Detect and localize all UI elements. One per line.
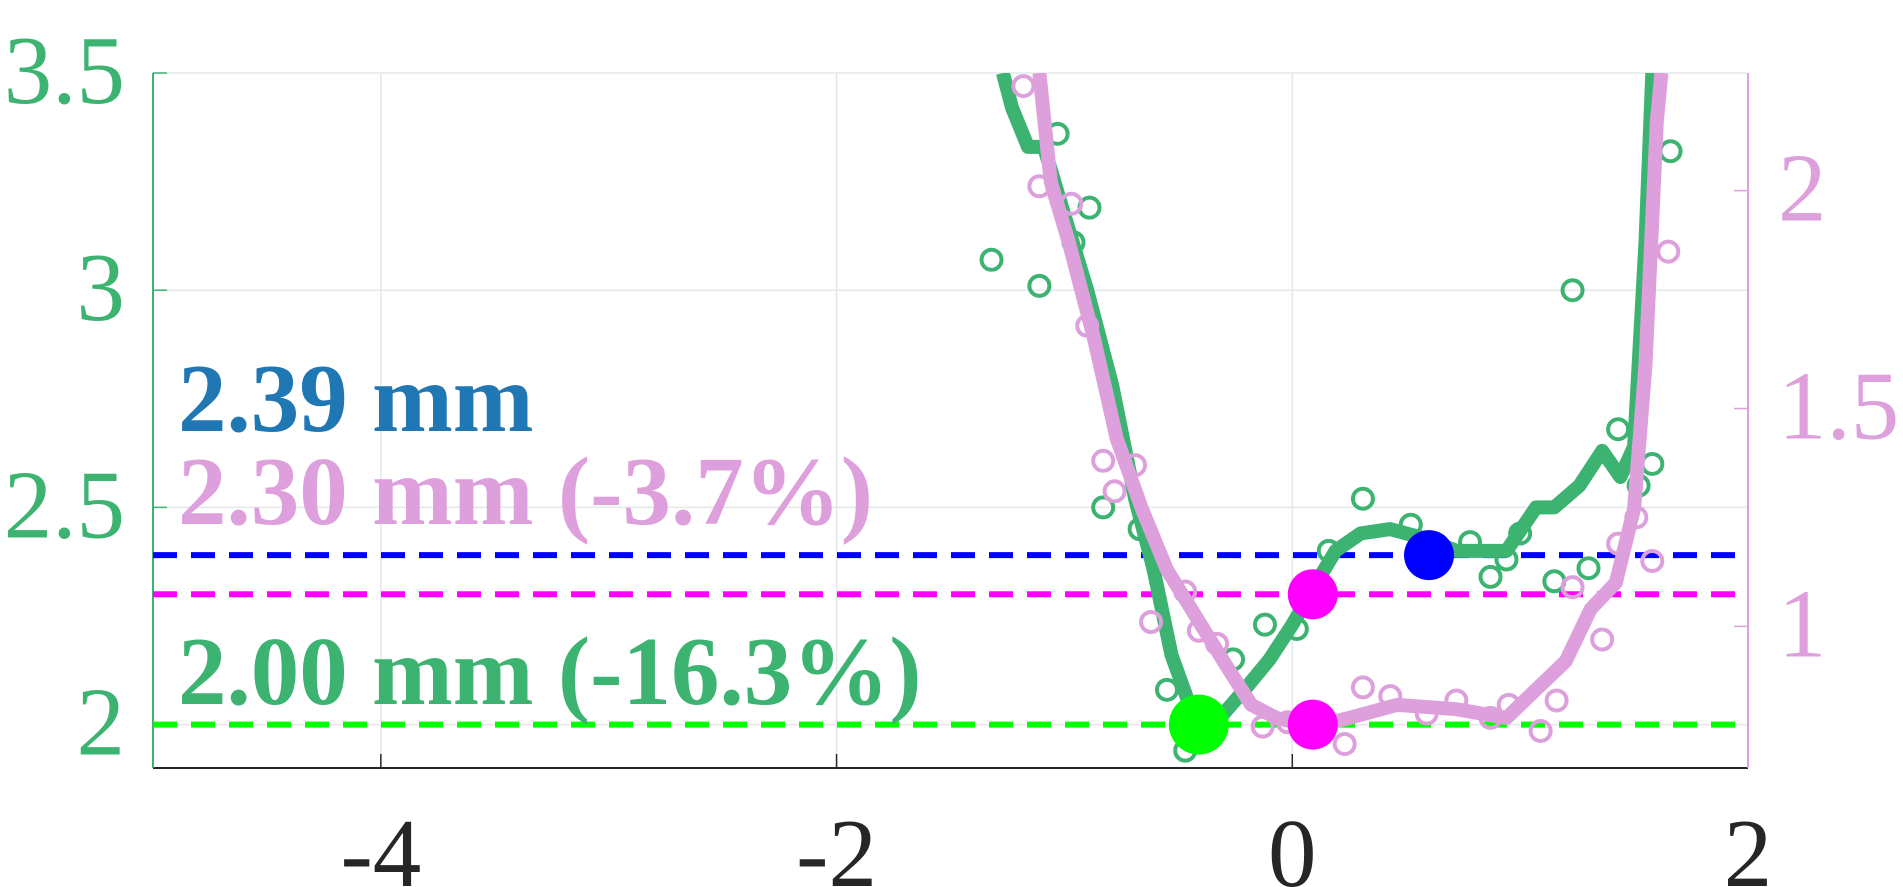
scatter-point bbox=[979, 247, 1004, 272]
highlight-marker bbox=[1168, 694, 1229, 755]
scatter-point bbox=[1658, 139, 1683, 164]
annotation: 2.39 mm bbox=[178, 345, 534, 452]
scatter-point bbox=[1656, 239, 1681, 264]
scatter-point bbox=[1606, 531, 1631, 556]
scatter-point bbox=[1102, 479, 1127, 504]
scatter-point bbox=[1496, 692, 1521, 717]
scatter-point bbox=[1123, 453, 1148, 478]
annotation: 2.30 mm (-3.7%) bbox=[178, 438, 873, 545]
scatter-point bbox=[1590, 627, 1615, 652]
scatter-point bbox=[1154, 677, 1179, 702]
scatter-point bbox=[1544, 688, 1569, 713]
plot-area bbox=[153, 73, 1748, 763]
scatter-point bbox=[1250, 714, 1275, 739]
x-tick-label: -4 bbox=[340, 800, 421, 887]
scatter-point bbox=[1205, 631, 1230, 656]
y2-tick-label: 2 bbox=[1778, 135, 1827, 242]
scatter-point bbox=[1378, 684, 1403, 709]
scatter-point bbox=[1350, 486, 1375, 511]
x-tick-label: 0 bbox=[1268, 800, 1317, 887]
y2-tick-label: 1 bbox=[1778, 570, 1827, 677]
highlight-marker bbox=[1287, 699, 1338, 750]
scatter-point bbox=[1091, 495, 1116, 520]
scatter-point bbox=[1478, 705, 1503, 730]
scatter-point bbox=[1186, 618, 1211, 643]
scatter-point bbox=[1316, 538, 1341, 563]
scatter-point bbox=[1284, 617, 1309, 641]
scatter-point bbox=[1059, 191, 1084, 216]
scatter-point bbox=[1173, 579, 1198, 604]
y2-tick-label: 1.5 bbox=[1778, 353, 1899, 460]
highlight-marker bbox=[1404, 530, 1454, 581]
scatter-point bbox=[1011, 74, 1036, 99]
y-tick-label: 3 bbox=[77, 234, 126, 341]
scatter-point bbox=[1332, 732, 1357, 757]
scatter-point bbox=[1444, 688, 1469, 713]
y-tick-label: 2.5 bbox=[4, 451, 125, 558]
scatter-point bbox=[1494, 547, 1519, 572]
series-line bbox=[996, 73, 1660, 732]
scatter-point bbox=[1478, 564, 1503, 589]
scatter-point bbox=[1560, 575, 1585, 600]
x-tick-label: 2 bbox=[1724, 800, 1773, 887]
series-line bbox=[1032, 73, 1669, 734]
scatter-point bbox=[1350, 675, 1375, 700]
scatter-point bbox=[1624, 505, 1649, 530]
y-tick-label: 2 bbox=[77, 669, 126, 776]
scatter-point bbox=[1252, 612, 1277, 637]
scatter-point bbox=[1091, 448, 1116, 473]
x-tick-label: -2 bbox=[796, 800, 877, 887]
scatter-point bbox=[1560, 278, 1585, 303]
scatter-point bbox=[1414, 701, 1439, 726]
y-tick-label: 3.5 bbox=[4, 17, 125, 124]
scatter-point bbox=[1640, 451, 1665, 476]
highlight-marker bbox=[1287, 569, 1338, 620]
scatter-point bbox=[1139, 610, 1164, 635]
scatter-point bbox=[1640, 549, 1665, 574]
scatter-point bbox=[1528, 718, 1553, 743]
scatter-point bbox=[1075, 313, 1100, 338]
scatter-point bbox=[1576, 556, 1601, 581]
annotation: 2.00 mm (-16.3%) bbox=[178, 618, 922, 725]
scatter-point bbox=[1398, 512, 1423, 537]
scatter-point bbox=[1027, 174, 1052, 199]
scatter-point bbox=[1606, 417, 1631, 442]
scatter-point bbox=[1027, 273, 1052, 298]
scatter-point bbox=[1458, 530, 1483, 555]
scatter-point bbox=[1508, 521, 1533, 546]
